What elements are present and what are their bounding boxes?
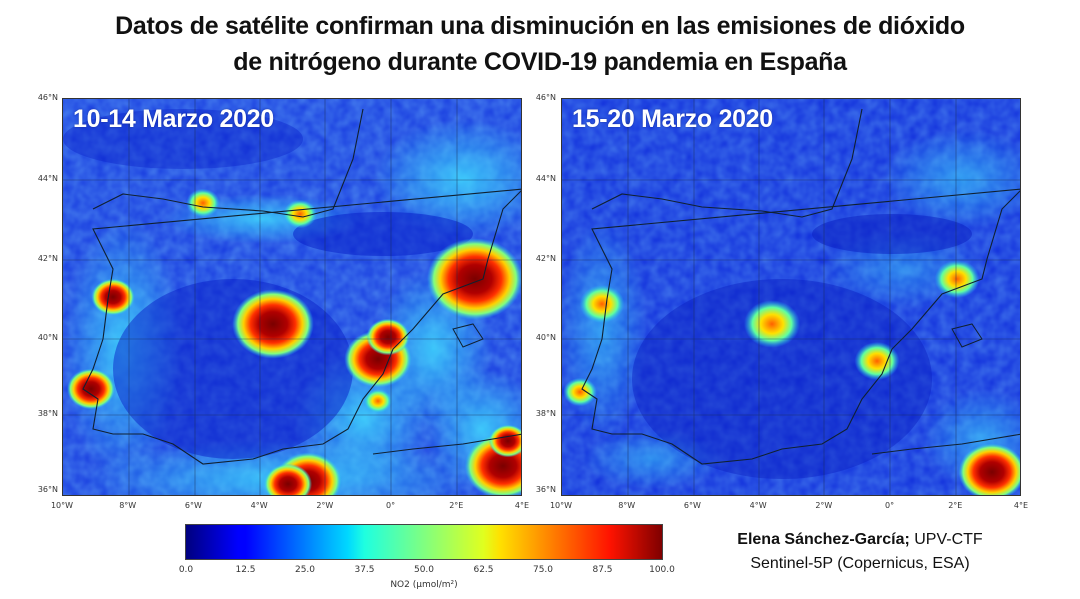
hotspot-lisbon — [563, 377, 597, 407]
affiliation: UPV-CTF — [914, 531, 983, 548]
hotspot-bilbao — [283, 199, 317, 229]
data-source: Sentinel-5P (Copernicus, ESA) — [750, 555, 970, 572]
hotspot-algeria-coast — [488, 424, 521, 458]
y-tick: 42°N — [37, 254, 58, 263]
hotspot-barcelona — [427, 238, 521, 320]
no2-heatmap-before — [63, 99, 521, 495]
x-tick: 8°W — [119, 501, 137, 510]
hotspot-lisbon — [67, 368, 115, 410]
map-panel-before: 10-14 Marzo 2020 — [62, 98, 522, 496]
x-tick: 4°W — [749, 501, 767, 510]
x-tick: 2°E — [948, 501, 963, 510]
colorbar-tick: 62.5 — [473, 565, 494, 575]
hotspot-valencia — [854, 341, 900, 381]
x-tick: 0° — [885, 501, 895, 510]
colorbar-tick: 50.0 — [413, 565, 435, 575]
y-tick: 40°N — [535, 333, 556, 342]
hotspot-cartagena — [364, 389, 392, 413]
y-tick: 46°N — [37, 93, 58, 102]
hotspot-porto — [91, 278, 135, 316]
x-tick: 6°W — [683, 501, 701, 510]
figure-title: Datos de satélite confirman una disminuc… — [0, 8, 1080, 80]
x-tick: 0° — [386, 501, 396, 510]
x-tick: 10°W — [50, 501, 74, 510]
hotspot-madrid — [744, 300, 800, 348]
y-tick: 36°N — [37, 485, 58, 494]
colorbar — [185, 524, 663, 560]
y-tick: 46°N — [535, 93, 556, 102]
colorbar-tick: 37.5 — [354, 565, 375, 575]
colorbar-tick: 12.5 — [235, 565, 256, 575]
title-line-1: Datos de satélite confirman una disminuc… — [115, 12, 965, 40]
x-tick: 2°W — [316, 501, 334, 510]
colorbar-tick: 100.0 — [649, 565, 675, 575]
hotspot-porto — [579, 284, 625, 324]
x-tick: 6°W — [184, 501, 202, 510]
hotspot-castellon — [366, 318, 410, 356]
map-label-before: 10-14 Marzo 2020 — [73, 105, 274, 133]
hotspot-asturias — [186, 188, 220, 218]
x-tick: 4°E — [1013, 501, 1029, 510]
colorbar-label: NO2 (μmol/m²) — [390, 580, 458, 590]
y-tick: 44°N — [37, 174, 58, 183]
no2-heatmap-after — [562, 99, 1020, 495]
hotspot-algeria-algiers — [958, 443, 1020, 495]
x-tick: 4°W — [250, 501, 268, 510]
colorbar-gradient — [186, 525, 662, 559]
y-tick: 42°N — [535, 254, 556, 263]
y-tick: 44°N — [535, 174, 556, 183]
x-tick: 2°W — [815, 501, 833, 510]
colorbar-tick: 0.0 — [178, 565, 194, 575]
y-tick: 40°N — [37, 333, 58, 342]
credit-block: Elena Sánchez-García; UPV-CTF Sentinel-5… — [705, 528, 1015, 576]
y-tick: 36°N — [535, 485, 556, 494]
title-line-2: de nitrógeno durante COVID-19 pandemia e… — [233, 48, 847, 76]
x-tick: 4°E — [514, 501, 530, 510]
colorbar-tick: 75.0 — [532, 565, 554, 575]
colorbar-tick: 87.5 — [592, 565, 613, 575]
author-name: Elena Sánchez-García; — [737, 531, 910, 548]
x-tick: 8°W — [618, 501, 636, 510]
map-label-after: 15-20 Marzo 2020 — [572, 105, 773, 133]
x-tick: 2°E — [449, 501, 464, 510]
colorbar-tick: 25.0 — [294, 565, 316, 575]
hotspot-madrid — [232, 289, 314, 359]
credit-line-1: Elena Sánchez-García; UPV-CTF — [705, 528, 1015, 552]
y-tick: 38°N — [37, 409, 58, 418]
y-tick: 38°N — [535, 409, 556, 418]
hotspot-barcelona — [934, 259, 980, 299]
x-tick: 10°W — [549, 501, 573, 510]
map-panel-after: 15-20 Marzo 2020 — [561, 98, 1021, 496]
hotspot-morocco-coast-2 — [264, 463, 312, 495]
